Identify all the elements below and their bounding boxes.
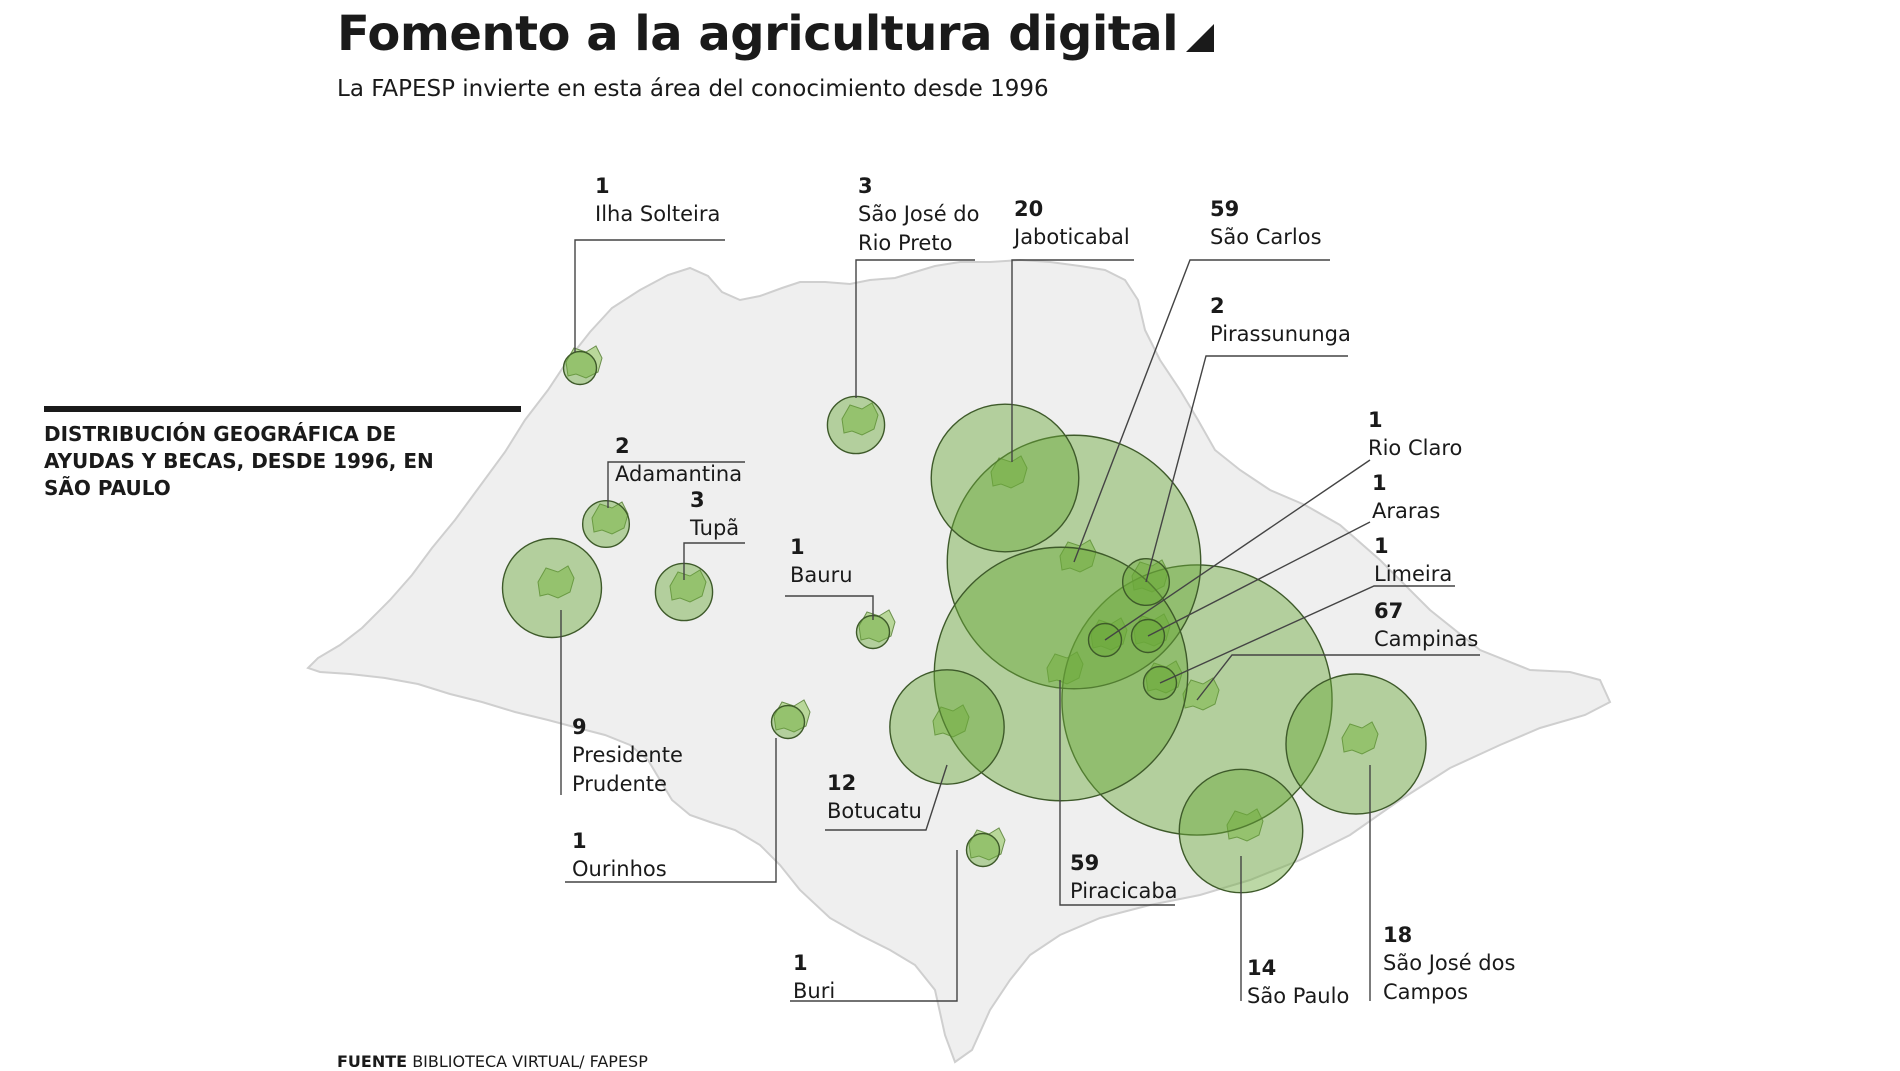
count-piracicaba: 59 bbox=[1070, 851, 1099, 875]
bubble-jaboticabal bbox=[930, 403, 1080, 553]
municipality-shape bbox=[1145, 660, 1183, 694]
name-presidente-prudente: Presidente bbox=[572, 743, 683, 767]
municipality-shapes bbox=[537, 345, 1379, 861]
page-subtitle: La FAPESP invierte en esta área del cono… bbox=[337, 76, 1049, 102]
leader-piracicaba bbox=[1059, 680, 1175, 906]
name-campinas: Campinas bbox=[1374, 627, 1478, 651]
leader-lines bbox=[560, 239, 1480, 1002]
name-araras: Araras bbox=[1372, 499, 1440, 523]
municipality-shape bbox=[932, 704, 970, 738]
name-tupa: Tupã bbox=[689, 516, 739, 540]
municipality-shape bbox=[968, 827, 1006, 861]
title-text: Fomento a la agricultura digital bbox=[337, 6, 1179, 62]
name-ourinhos: Ourinhos bbox=[572, 857, 667, 881]
leader-bauru bbox=[785, 595, 874, 620]
leader-ilha-solteira bbox=[574, 239, 725, 352]
legend-divider bbox=[44, 406, 521, 412]
leader-pirassununga bbox=[1145, 355, 1348, 583]
count-araras: 1 bbox=[1372, 471, 1387, 495]
name-botucatu: Botucatu bbox=[827, 799, 922, 823]
name-limeira: Limeira bbox=[1374, 562, 1452, 586]
bubble-sao-jose-do-rio-preto bbox=[826, 395, 886, 455]
name-adamantina: Adamantina bbox=[615, 462, 742, 486]
count-bauru: 1 bbox=[790, 535, 805, 559]
municipality-shape bbox=[565, 345, 603, 379]
name-bauru: Bauru bbox=[790, 563, 853, 587]
bubble-adamantina bbox=[581, 499, 631, 549]
name-sao-jose-dos-campos: Campos bbox=[1383, 980, 1468, 1004]
name-sao-paulo: São Paulo bbox=[1247, 984, 1349, 1008]
name-sao-jose-do-rio-preto: Rio Preto bbox=[858, 231, 952, 255]
count-rio-claro: 1 bbox=[1368, 408, 1383, 432]
name-ilha-solteira: Ilha Solteira bbox=[595, 202, 720, 226]
name-pirassununga: Pirassununga bbox=[1210, 322, 1351, 346]
name-sao-jose-do-rio-preto: São José do bbox=[858, 202, 979, 226]
count-presidente-prudente: 9 bbox=[572, 715, 587, 739]
source-line: FUENTE BIBLIOTECA VIRTUAL/ FAPESP bbox=[337, 1052, 648, 1071]
name-sao-jose-dos-campos: São José dos bbox=[1383, 951, 1515, 975]
bubble-piracicaba bbox=[933, 546, 1189, 802]
page-title: Fomento a la agricultura digital bbox=[337, 6, 1215, 62]
triangle-icon bbox=[1186, 24, 1215, 52]
count-tupa: 3 bbox=[690, 488, 705, 512]
source-text: BIBLIOTECA VIRTUAL/ FAPESP bbox=[412, 1052, 648, 1071]
leader-araras bbox=[1147, 521, 1371, 637]
count-adamantina: 2 bbox=[615, 434, 630, 458]
leader-sao-carlos bbox=[1073, 259, 1330, 563]
count-ilha-solteira: 1 bbox=[595, 174, 610, 198]
municipality-shape bbox=[773, 699, 811, 733]
bubble-bauru bbox=[855, 614, 891, 650]
municipality-shape bbox=[1046, 651, 1084, 685]
legend-caption: DISTRIBUCIÓN GEOGRÁFICA DE AYUDAS Y BECA… bbox=[44, 422, 434, 500]
leader-buri bbox=[790, 850, 958, 1002]
count-sao-jose-do-rio-preto: 3 bbox=[858, 174, 873, 198]
count-sao-carlos: 59 bbox=[1210, 197, 1239, 221]
city-labels: 1 Ilha Solteira 3 São José do Rio Preto 20 Jab… bbox=[572, 174, 1515, 1008]
leader-tupa bbox=[683, 542, 745, 580]
bubble-presidente-prudente bbox=[501, 537, 603, 639]
count-limeira: 1 bbox=[1374, 534, 1389, 558]
leader-sao-jose-do-rio-preto bbox=[855, 259, 975, 398]
name-buri: Buri bbox=[793, 979, 835, 1003]
leader-jaboticabal bbox=[1011, 259, 1134, 462]
count-buri: 1 bbox=[793, 951, 808, 975]
leader-rio-claro bbox=[1104, 459, 1371, 641]
leader-ourinhos bbox=[565, 738, 777, 883]
count-jaboticabal: 20 bbox=[1014, 197, 1043, 221]
count-sao-jose-dos-campos: 18 bbox=[1383, 923, 1412, 947]
bubble-ilha-solteira bbox=[562, 350, 598, 386]
count-pirassununga: 2 bbox=[1210, 294, 1225, 318]
state-outline bbox=[306, 258, 1612, 1064]
bubble-buri bbox=[965, 832, 1001, 868]
municipality-shape bbox=[1133, 613, 1171, 647]
municipality-shape bbox=[1341, 721, 1379, 755]
bubble-sao-jose-dos-campos bbox=[1285, 673, 1427, 815]
municipality-shape bbox=[1131, 559, 1169, 593]
municipality-shape bbox=[537, 565, 575, 599]
name-rio-claro: Rio Claro bbox=[1368, 436, 1462, 460]
count-sao-paulo: 14 bbox=[1247, 956, 1276, 980]
municipality-shape bbox=[841, 402, 879, 436]
name-presidente-prudente: Prudente bbox=[572, 772, 667, 796]
leader-botucatu bbox=[825, 764, 948, 831]
leader-adamantina bbox=[607, 461, 745, 508]
leader-campinas bbox=[1196, 654, 1480, 701]
bubble-botucatu bbox=[889, 669, 1005, 785]
count-campinas: 67 bbox=[1374, 599, 1403, 623]
municipality-shape bbox=[1090, 617, 1128, 651]
bubble-ourinhos bbox=[770, 704, 806, 740]
count-ourinhos: 1 bbox=[572, 829, 587, 853]
count-botucatu: 12 bbox=[827, 771, 856, 795]
source-label: FUENTE bbox=[337, 1052, 408, 1071]
municipality-shape bbox=[1226, 808, 1264, 842]
name-jaboticabal: Jaboticabal bbox=[1012, 225, 1130, 249]
name-sao-carlos: São Carlos bbox=[1210, 225, 1322, 249]
leader-limeira bbox=[1159, 585, 1455, 684]
name-piracicaba: Piracicaba bbox=[1070, 879, 1178, 903]
municipality-shape bbox=[990, 455, 1028, 489]
municipality-shape bbox=[591, 501, 629, 535]
